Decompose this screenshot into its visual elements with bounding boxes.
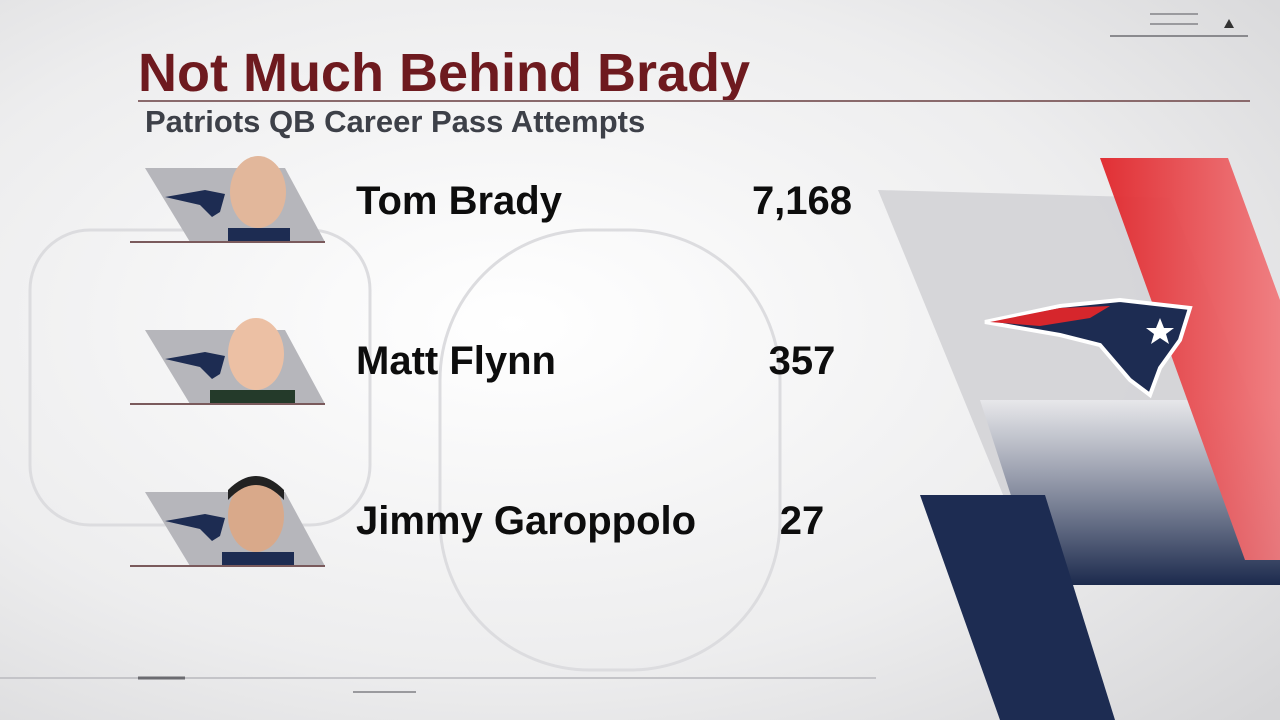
- player-jersey: [228, 228, 290, 242]
- team-logo: [165, 514, 225, 541]
- row: Tom Brady 7,168: [130, 156, 852, 243]
- pass-attempts: 357: [769, 339, 836, 383]
- row: Jimmy Garoppolo 27: [130, 476, 825, 567]
- subtitle: Patriots QB Career Pass Attempts: [145, 104, 645, 139]
- title: Not Much Behind Brady: [138, 43, 750, 103]
- player-name: Matt Flynn: [356, 339, 556, 383]
- watermark-shape: [438, 228, 782, 672]
- menu-arrow: [1224, 19, 1234, 28]
- logo-stripe: [990, 306, 1110, 326]
- pass-attempts: 7,168: [752, 179, 852, 223]
- player-jersey: [210, 390, 295, 404]
- red-stripe: [1100, 158, 1280, 560]
- player-hair: [228, 476, 284, 500]
- player-photo: [228, 318, 284, 390]
- pass-attempts: 27: [780, 499, 825, 543]
- row: Matt Flynn 357: [130, 318, 836, 405]
- player-name: Jimmy Garoppolo: [356, 499, 696, 543]
- player-photo: [230, 156, 286, 228]
- patriots-logo: [984, 297, 1193, 399]
- logo-star: [1146, 318, 1174, 344]
- player-jersey: [222, 552, 294, 566]
- player-photo: [228, 480, 284, 552]
- player-name: Tom Brady: [356, 179, 563, 223]
- team-logo: [165, 352, 225, 379]
- navy-stripe: [920, 495, 1115, 720]
- team-logo: [165, 190, 225, 217]
